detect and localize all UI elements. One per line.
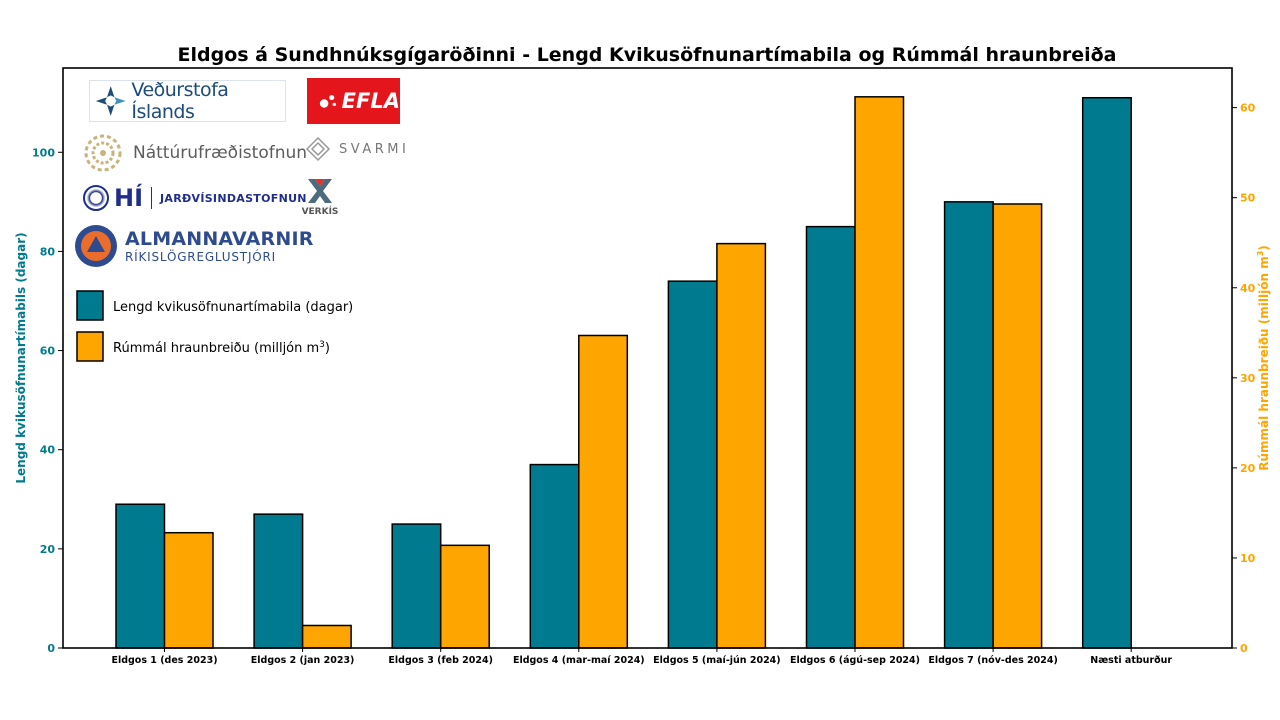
svarmi-name: SVARMI: [339, 141, 410, 157]
x-tick-label: Eldgos 6 (ágú-sep 2024): [790, 655, 920, 666]
hi-divider: [151, 187, 153, 209]
bar-3-lengd: [391, 523, 442, 649]
right-tick-label: 10: [1240, 552, 1256, 565]
bar-3-rummal: [439, 544, 490, 649]
bar-5-lengd: [667, 280, 718, 649]
x-axis-ticks: Eldgos 1 (des 2023) Eldgos 2 (jan 2023) El…: [111, 648, 1172, 666]
right-tick-label: 40: [1240, 282, 1256, 295]
natturufraedistofnun-logo: Náttúrufræðistofnun: [83, 132, 307, 174]
bar-2-lengd: [253, 513, 304, 649]
x-tick-label: Næsti atburður: [1090, 655, 1172, 666]
left-axis-ticks: 0 20 40 60 80 100: [32, 146, 63, 655]
x-tick-label: Eldgos 4 (mar-maí 2024): [513, 655, 645, 666]
bars-group: [115, 96, 1132, 649]
left-tick-label: 100: [32, 146, 55, 159]
hi-subtitle: JARÐVÍSINDASTOFNUN: [160, 191, 307, 205]
left-axis-label: Lengd kvikusöfnunartímabils (dagar): [14, 232, 28, 483]
verkis-name: VERKÍS: [301, 206, 339, 217]
bar-2-rummal: [301, 624, 352, 649]
almannavarnir-name: ALMANNAVARNIR: [125, 227, 314, 250]
left-tick-label: 0: [47, 642, 55, 655]
efla-dots-icon: [319, 95, 336, 108]
efla-name: EFLA: [341, 89, 400, 113]
right-tick-label: 20: [1240, 462, 1256, 475]
vedurstofa-name: Veðurstofa Íslands: [131, 79, 229, 123]
bar-1-rummal: [163, 531, 214, 649]
efla-logo: EFLA: [307, 78, 400, 124]
natturufraedistofnun-name: Náttúrufræðistofnun: [133, 143, 308, 163]
hi-jardvisindastofnun-logo: HÍ JARÐVÍSINDASTOFNUN: [83, 182, 307, 214]
x-tick-label: Eldgos 2 (jan 2023): [251, 655, 355, 666]
right-axis-ticks: 0 10 20 30 40 50 60: [1232, 102, 1256, 655]
legend-label-tail: ): [325, 341, 330, 356]
right-axis-label: Rúmmál hraunbreiðu (milljón m3): [1256, 245, 1271, 471]
x-tick-label: Eldgos 5 (maí-jún 2024): [653, 655, 780, 666]
x-tick-label: Eldgos 3 (feb 2024): [388, 655, 493, 666]
legend-swatch-2: [76, 331, 104, 362]
svarmi-mark-icon: [305, 136, 331, 162]
legend-label-text: Rúmmál hraunbreiðu (milljón m: [113, 341, 319, 356]
bar-6-rummal: [854, 96, 905, 649]
plot-frame: [62, 67, 1233, 649]
x-tick-label: Eldgos 1 (des 2023): [111, 655, 217, 666]
vedurstofa-logo: Veðurstofa Íslands: [89, 79, 286, 123]
bar-4-rummal: [578, 334, 629, 649]
almannavarnir-subtitle: RÍKISLÖGREGLUSTJÓRI: [125, 249, 277, 264]
bar-7-lengd: [943, 201, 994, 649]
legend-swatch-1: [76, 290, 104, 321]
right-axis-label-tail: ): [1257, 245, 1271, 250]
bar-1-lengd: [115, 503, 166, 649]
legend-label-1: Lengd kvikusöfnunartímabila (dagar): [113, 300, 353, 315]
vedurstofa-mark-icon: [95, 86, 126, 116]
svarmi-logo: SVARMI: [305, 134, 409, 164]
left-tick-label: 40: [40, 444, 56, 457]
natturufraedistofnun-mark-icon: [84, 134, 122, 172]
legend-label-2: Rúmmál hraunbreiðu (milljón m3): [113, 340, 330, 356]
legend-label-superscript: 3: [319, 340, 325, 350]
legend: Lengd kvikusöfnunartímabila (dagar) Rúmmá…: [76, 290, 353, 362]
almannavarnir-logo: ALMANNAVARNIR RÍKISLÖGREGLUSTJÓRI: [75, 222, 314, 270]
right-tick-label: 30: [1240, 372, 1256, 385]
right-tick-label: 60: [1240, 102, 1256, 115]
right-tick-label: 0: [1240, 642, 1248, 655]
almannavarnir-seal-icon: [75, 225, 117, 267]
left-tick-label: 20: [40, 543, 56, 556]
hi-seal-icon: [83, 185, 109, 211]
verkis-mark-icon: [308, 178, 332, 203]
hi-mark: HÍ: [114, 184, 144, 212]
bar-6-lengd: [805, 225, 856, 649]
chart-title: Eldgos á Sundhnúksgígaröðinni - Lengd Kv…: [178, 44, 1117, 66]
bar-7-rummal: [992, 203, 1043, 649]
x-tick-label: Eldgos 7 (nóv-des 2024): [928, 655, 1058, 666]
left-tick-label: 60: [40, 345, 56, 358]
right-tick-label: 50: [1240, 192, 1256, 205]
partner-logos: Veðurstofa Íslands EFLA Náttúrufræðistof…: [75, 78, 415, 278]
verkis-logo: VERKÍS: [299, 174, 341, 218]
bar-4-lengd: [529, 463, 580, 649]
bar-8-lengd: [1081, 96, 1132, 649]
bar-5-rummal: [716, 242, 767, 649]
right-axis-label-superscript: 3: [1256, 251, 1265, 257]
left-tick-label: 80: [40, 245, 56, 258]
